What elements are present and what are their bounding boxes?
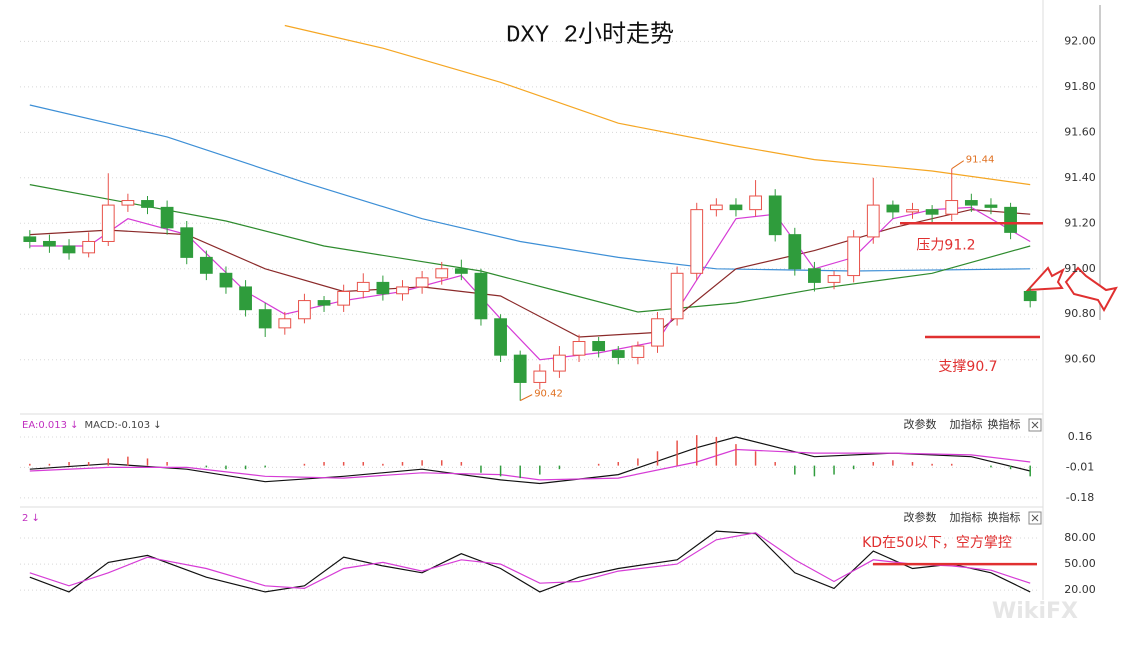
candle-body — [199, 256, 213, 274]
y-tick-label: 20.00 — [1064, 583, 1096, 596]
indicator-line — [29, 104, 1031, 272]
y-tick-label: 90.80 — [1064, 307, 1096, 320]
annotation-leader — [519, 394, 533, 402]
y-tick-label: 50.00 — [1064, 557, 1096, 570]
candle-body — [219, 272, 233, 288]
level-label: 支撑90.7 — [938, 359, 997, 375]
candle-body — [82, 240, 96, 254]
candle-body — [298, 300, 311, 320]
indicator-line — [29, 208, 1031, 338]
indicator-line — [284, 24, 1031, 186]
indicator-header: MACD:-0.103 ↓ — [85, 420, 162, 431]
candle-body — [768, 195, 782, 236]
annotation-leader — [951, 160, 965, 170]
candle-body — [984, 204, 998, 208]
candle-body — [513, 354, 527, 383]
candle-body — [141, 200, 154, 208]
arrow-icon — [1025, 266, 1066, 292]
toolbar-button[interactable]: 换指标 — [988, 417, 1021, 431]
candle-body — [494, 318, 507, 356]
candle-body — [258, 309, 272, 329]
y-tick-label: 91.00 — [1064, 262, 1096, 275]
y-tick-label: 91.80 — [1064, 80, 1096, 93]
y-tick-label: -0.01 — [1066, 460, 1094, 473]
candle-body — [121, 200, 135, 206]
toolbar-button[interactable]: 改参数 — [904, 510, 937, 524]
candle-body — [906, 209, 919, 213]
low-label: 90.42 — [534, 389, 563, 400]
candle-body — [239, 286, 252, 311]
candle-body — [631, 345, 645, 358]
candle-body — [376, 281, 390, 295]
candle-body — [160, 206, 174, 229]
candle-body — [23, 236, 37, 242]
candle-body — [788, 234, 802, 270]
candle-body — [62, 245, 76, 254]
candle-body — [827, 275, 841, 283]
y-tick-label: 91.60 — [1064, 125, 1096, 138]
candle-body — [611, 350, 625, 358]
candle-body — [572, 341, 586, 356]
candle-body — [317, 300, 331, 306]
watermark: WikiFX — [992, 599, 1078, 624]
candle-body — [866, 204, 880, 238]
toolbar-button[interactable]: 加指标 — [950, 417, 983, 431]
candle-body — [709, 204, 723, 211]
candle-body — [651, 318, 664, 347]
candle-body — [415, 277, 429, 288]
candle-body — [553, 354, 566, 372]
indicator-line — [29, 448, 1031, 481]
candle-body — [278, 318, 292, 329]
close-icon — [1031, 421, 1039, 429]
candle-body — [454, 268, 468, 274]
candle-body — [337, 290, 351, 306]
close-icon — [1031, 514, 1039, 522]
candle-body — [1023, 290, 1037, 302]
candle-body — [592, 341, 606, 352]
indicator-line — [29, 530, 1031, 593]
candle-body — [435, 268, 449, 279]
candle-body — [749, 195, 762, 211]
indicator-line — [29, 532, 1031, 590]
candle-body — [729, 204, 743, 211]
candle-body — [886, 204, 900, 213]
y-tick-label: 80.00 — [1064, 531, 1096, 544]
chart-title: DXY 2小时走势 — [506, 20, 674, 49]
candle-body — [396, 286, 409, 295]
toolbar-button[interactable]: 改参数 — [904, 417, 937, 431]
candle-body — [670, 272, 684, 320]
candle-body — [945, 200, 959, 215]
candle-body — [964, 200, 978, 206]
candle-body — [101, 204, 115, 242]
arrow-icon — [1064, 266, 1118, 313]
y-tick-label: 90.60 — [1064, 353, 1096, 366]
candle-body — [356, 281, 370, 292]
toolbar-button[interactable]: 换指标 — [988, 510, 1021, 524]
indicator-line — [29, 184, 1031, 313]
candle-body — [925, 209, 939, 215]
candle-body — [847, 236, 861, 277]
candle-body — [690, 209, 704, 274]
kd-note: KD在50以下，空方掌控 — [862, 535, 1012, 551]
candle-body — [1004, 206, 1017, 233]
indicator-header: EA:0.013 ↓ — [22, 420, 79, 431]
candle-body — [474, 272, 488, 320]
level-label: 压力91.2 — [916, 237, 975, 253]
candle-body — [180, 227, 194, 258]
toolbar-button[interactable]: 加指标 — [950, 510, 983, 524]
indicator-header: 2 ↓ — [22, 513, 40, 524]
high-label: 91.44 — [966, 155, 995, 166]
y-tick-label: 0.16 — [1068, 430, 1093, 443]
candle-body — [808, 268, 821, 283]
candle-body — [533, 370, 547, 383]
y-tick-label: 91.40 — [1064, 171, 1096, 184]
y-tick-label: -0.18 — [1066, 491, 1094, 504]
candle-body — [43, 240, 56, 247]
indicator-line — [29, 436, 1031, 485]
y-tick-label: 91.20 — [1064, 216, 1096, 229]
y-tick-label: 92.00 — [1064, 34, 1096, 47]
